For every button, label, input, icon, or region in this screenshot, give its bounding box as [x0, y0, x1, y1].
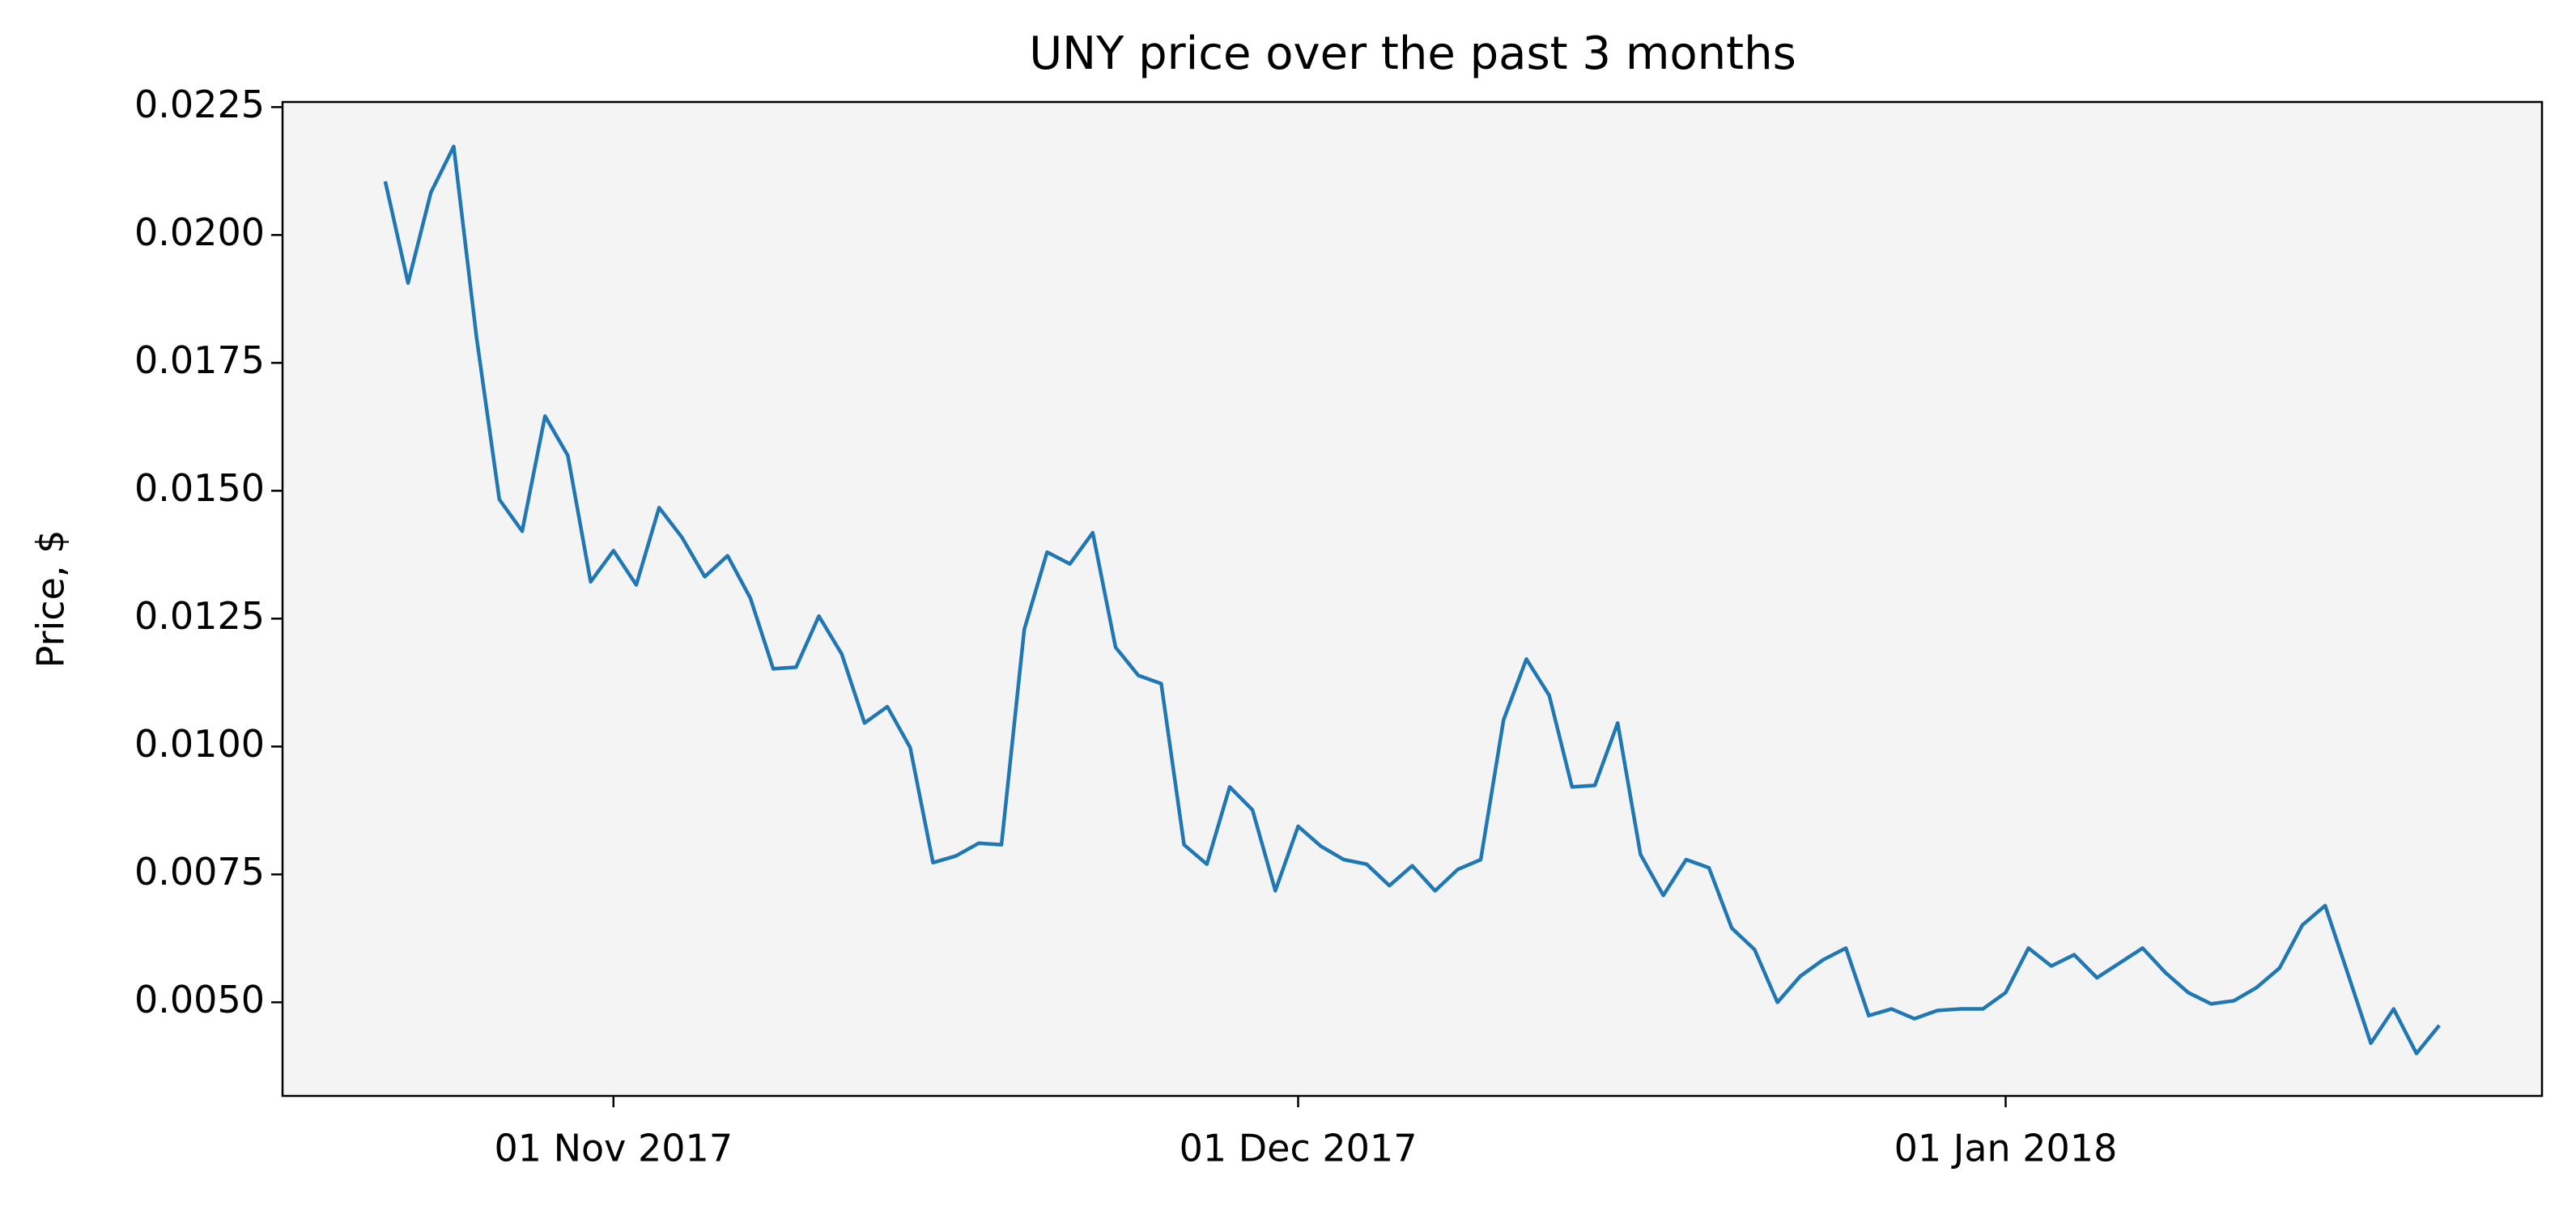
- y-tick-label: 0.0125: [134, 594, 265, 638]
- y-tick-label: 0.0200: [134, 210, 265, 254]
- y-tick-label: 0.0075: [134, 850, 265, 894]
- y-tick-label: 0.0150: [134, 466, 265, 510]
- price-line: [383, 144, 2441, 1055]
- y-tick-label: 0.0050: [134, 978, 265, 1021]
- y-tick-label: 0.0225: [134, 83, 265, 126]
- y-tick-label: 0.0175: [134, 338, 265, 382]
- x-tick-label: 01 Nov 2017: [494, 1127, 733, 1170]
- x-tick-label: 01 Dec 2017: [1180, 1127, 1418, 1170]
- chart-title: UNY price over the past 3 months: [1029, 28, 1796, 80]
- x-tick-label: 01 Jan 2018: [1894, 1127, 2118, 1170]
- plot-frame: [281, 100, 2544, 1098]
- y-tick-label: 0.0100: [134, 722, 265, 766]
- plot-background: [283, 102, 2542, 1096]
- y-axis-label: Price, $: [29, 530, 73, 669]
